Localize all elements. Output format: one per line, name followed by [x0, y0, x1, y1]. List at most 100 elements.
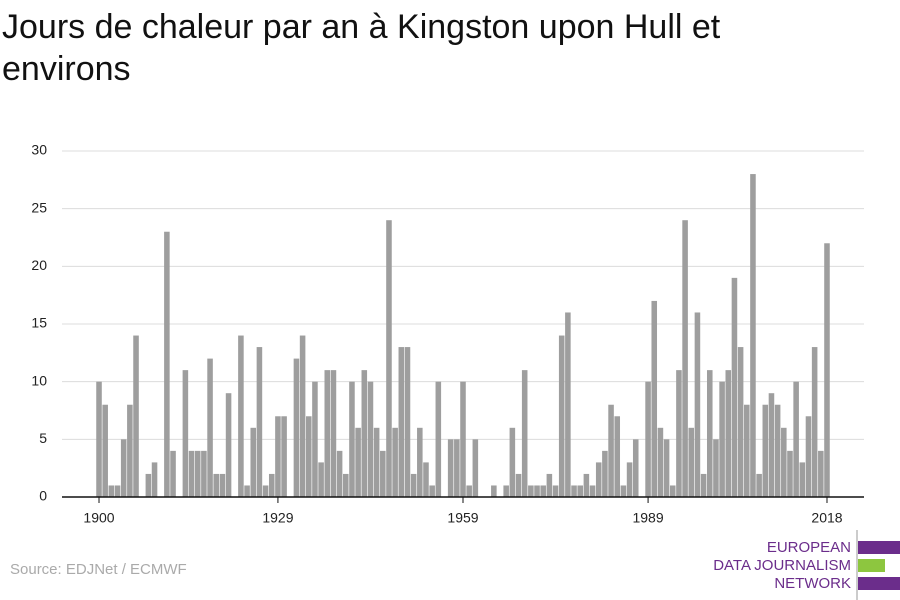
bar [818, 450, 824, 497]
bar [170, 450, 176, 497]
bar [824, 243, 830, 497]
bar [540, 485, 546, 497]
bar [373, 427, 380, 497]
bar [577, 485, 583, 497]
bar [336, 450, 343, 497]
bar [472, 439, 479, 497]
bar [546, 473, 553, 497]
bar [318, 462, 324, 497]
logo-bar [858, 541, 900, 554]
logo-text: EUROPEAN [767, 539, 851, 556]
bar [380, 450, 386, 497]
bar [398, 347, 405, 497]
bar [725, 370, 732, 497]
bar [460, 381, 466, 497]
bar [201, 450, 207, 497]
bar [429, 485, 435, 497]
bar [657, 427, 664, 497]
source: Source: EDJNet / ECMWF [10, 561, 187, 578]
bar [96, 381, 102, 497]
bar [108, 485, 115, 497]
bar [435, 381, 442, 497]
bar [620, 485, 627, 497]
bar [719, 381, 725, 497]
bar [454, 439, 460, 497]
bar [423, 462, 429, 497]
bar [632, 439, 639, 497]
bar [219, 473, 226, 497]
bar [299, 335, 306, 497]
bar [645, 381, 651, 497]
bar [127, 404, 133, 497]
bar [392, 427, 398, 497]
bar [250, 427, 257, 497]
bar [737, 347, 744, 497]
bar [515, 473, 522, 497]
bar [756, 473, 762, 497]
bar [417, 427, 423, 497]
bar [694, 312, 701, 497]
chart-title: Jours de chaleur par an à Kingston upon … [2, 8, 721, 88]
bar [614, 416, 621, 497]
y-tick-label: 25 [31, 199, 47, 215]
logo-text: DATA JOURNALISM [713, 557, 851, 574]
bar [552, 485, 559, 497]
y-tick-label: 15 [31, 315, 47, 331]
bar [583, 473, 590, 497]
bar [787, 450, 793, 497]
bar [324, 370, 331, 497]
logo-text: NETWORK [774, 575, 851, 592]
bar [281, 416, 287, 497]
bar [164, 231, 170, 497]
bar [293, 358, 300, 497]
bar [750, 174, 756, 498]
bar [312, 381, 318, 497]
bar [330, 370, 337, 497]
bar [120, 439, 127, 497]
bar [509, 427, 516, 497]
y-tick-label: 0 [39, 488, 47, 504]
bar [244, 485, 250, 497]
x-tick-label: 1989 [632, 510, 663, 526]
bar [521, 370, 528, 497]
bar [602, 450, 608, 497]
bar [571, 485, 577, 497]
bar [595, 462, 602, 497]
bar [781, 427, 787, 497]
bar [706, 370, 713, 497]
bar [534, 485, 540, 497]
bar [811, 347, 818, 497]
logo-bar [858, 559, 885, 572]
bar [528, 485, 534, 497]
bar [102, 404, 108, 497]
bar [805, 416, 812, 497]
bar [275, 416, 281, 497]
bar [386, 220, 392, 497]
bar [367, 381, 374, 497]
bar [503, 485, 509, 497]
bar [669, 485, 676, 497]
bar [713, 439, 719, 497]
bar [188, 450, 195, 497]
bar [447, 439, 454, 497]
bar [343, 473, 349, 497]
bar [731, 277, 738, 497]
bar [194, 450, 201, 497]
x-tick-label: 1929 [262, 510, 293, 526]
bar [676, 370, 682, 497]
bar [700, 473, 707, 497]
bar [682, 220, 688, 497]
bar [608, 404, 614, 497]
logo-bar [858, 577, 900, 590]
bar [133, 335, 139, 497]
bar [182, 370, 189, 497]
bar [762, 404, 769, 497]
bar [238, 335, 244, 497]
bar [651, 300, 658, 497]
bar [207, 358, 213, 497]
bar [145, 473, 152, 497]
bar [410, 473, 417, 497]
bar [793, 381, 799, 497]
bar [774, 404, 781, 497]
bar [262, 485, 269, 497]
